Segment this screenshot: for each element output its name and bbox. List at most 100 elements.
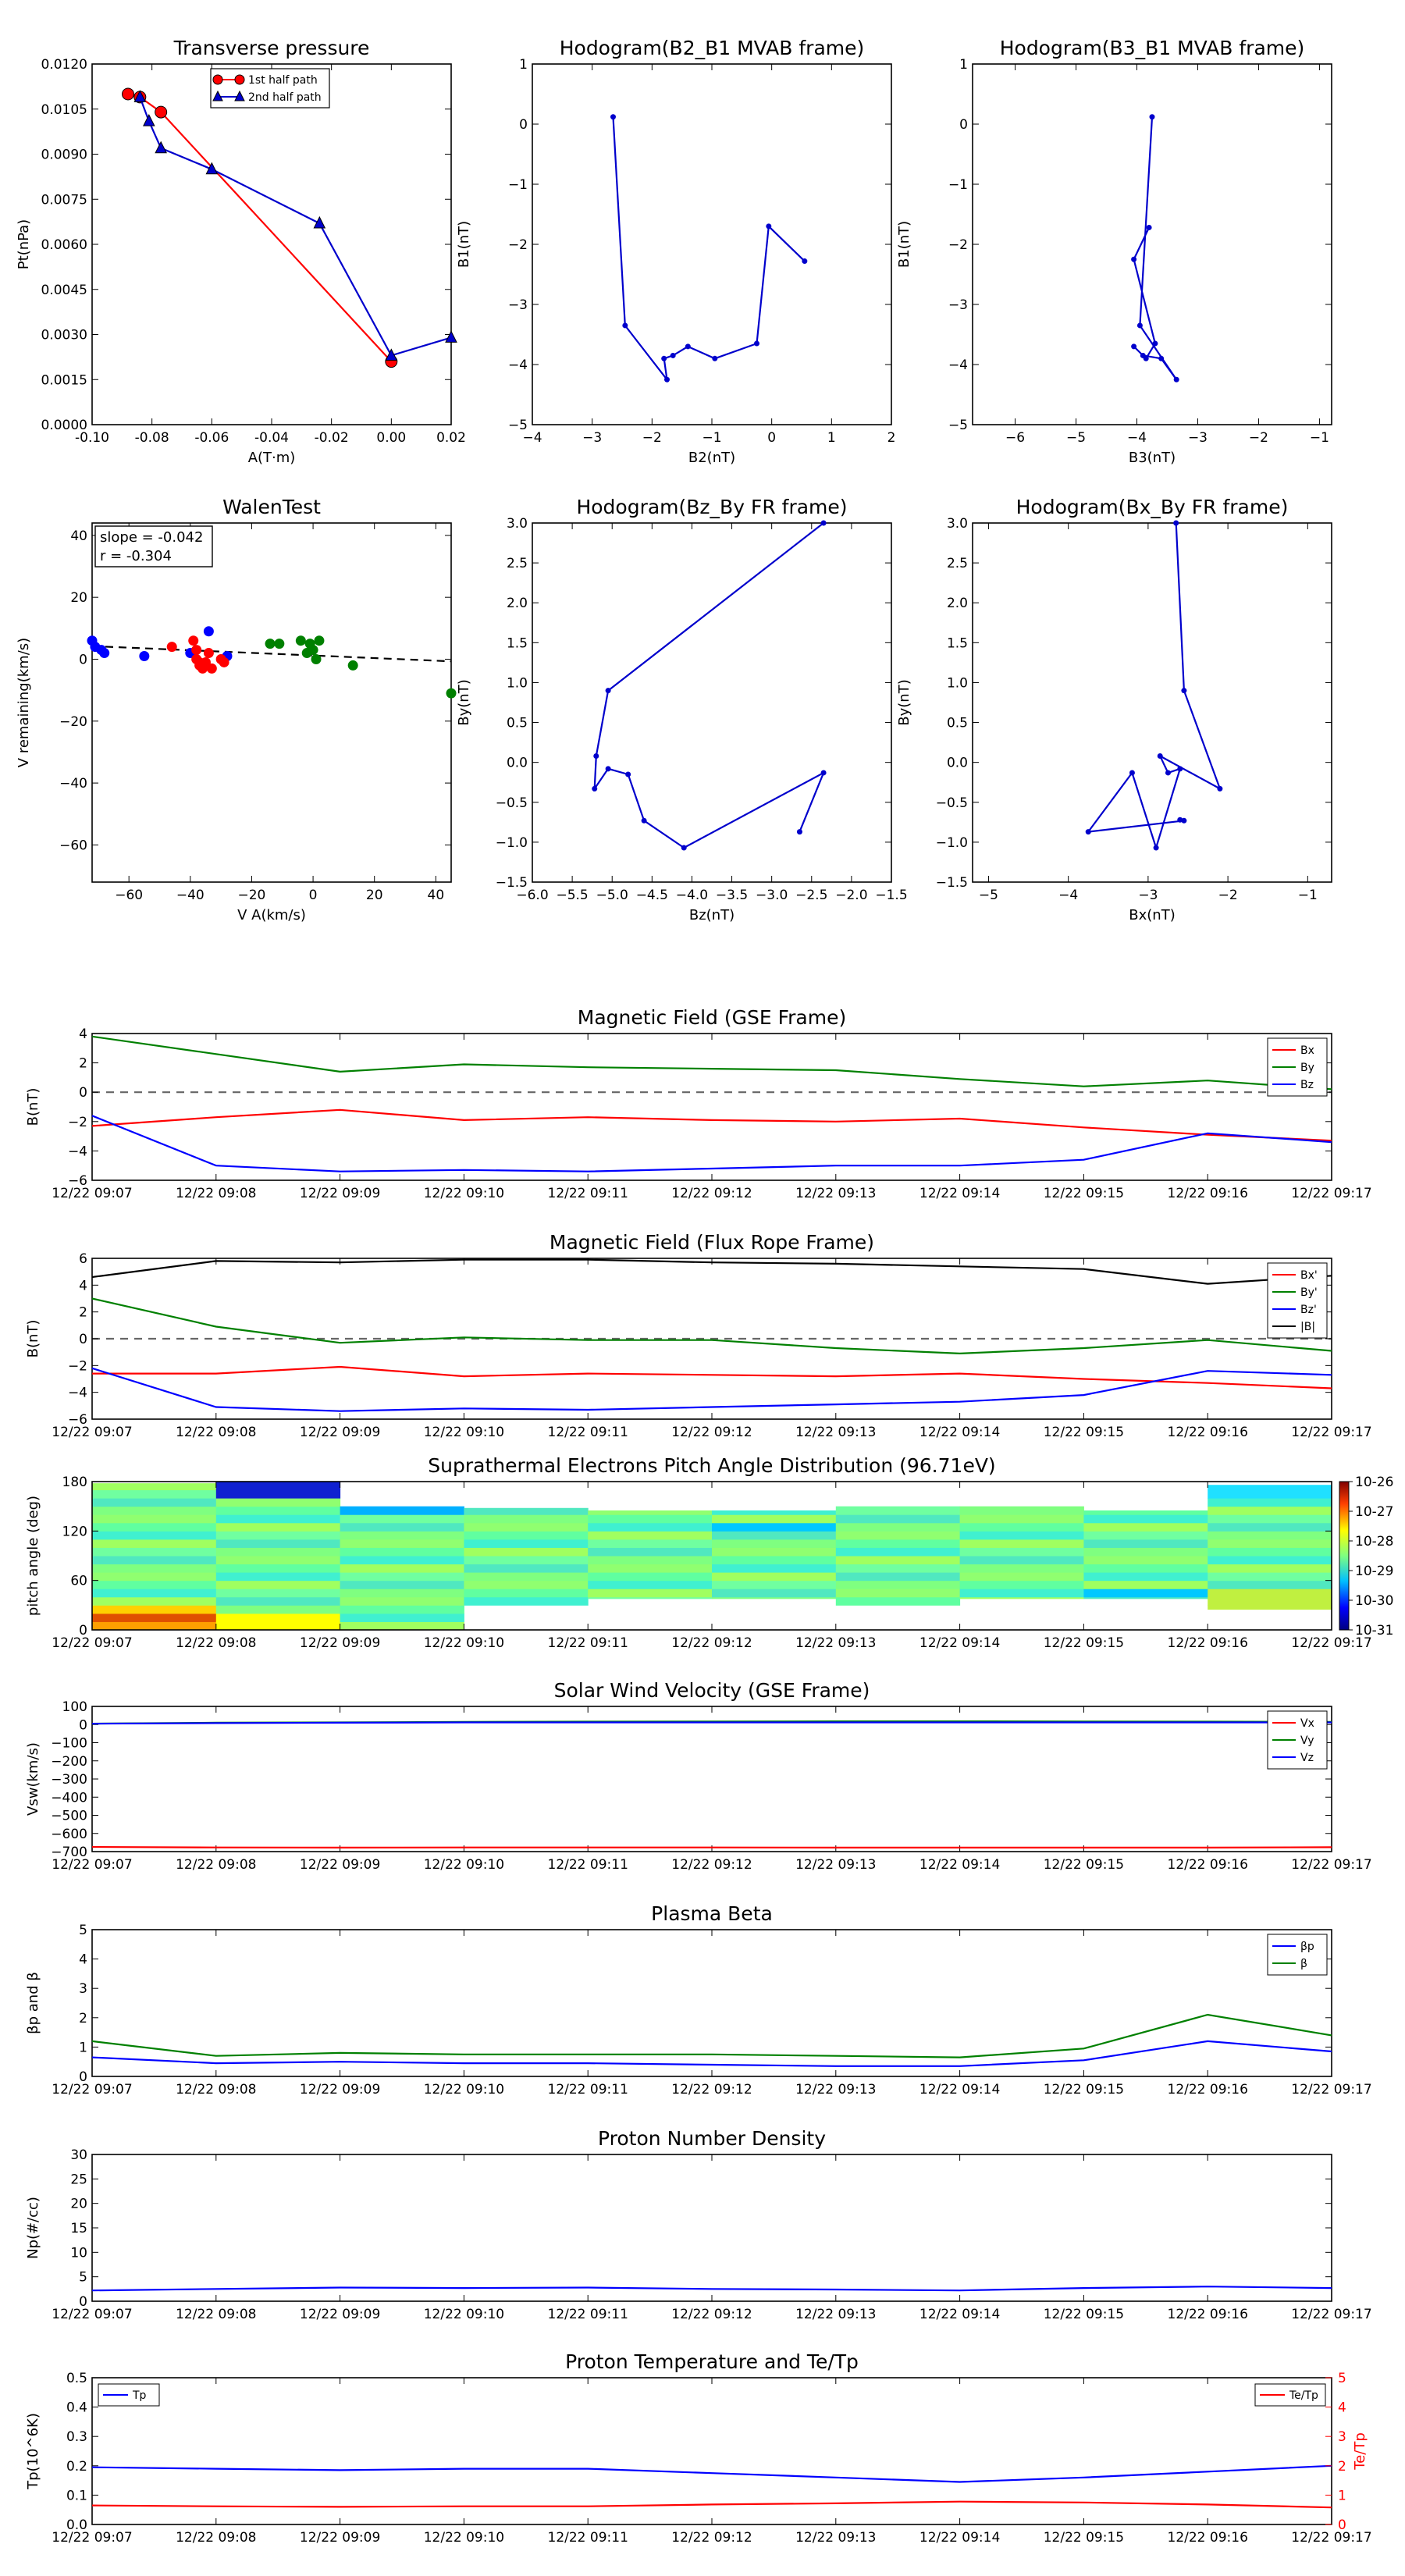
hodogram-bx-by-point: [1153, 845, 1159, 851]
transverse-pressure-point: [385, 348, 398, 361]
pitch-angle-cell: [92, 1531, 217, 1540]
pitch-angle-cell: [959, 1539, 1084, 1548]
hodogram-bz-by-xtick-label: −2.5: [795, 888, 827, 903]
mag-gse-title: Magnetic Field (GSE Frame): [578, 1006, 846, 1029]
mag-gse-legend-label: Bx: [1300, 1044, 1314, 1057]
hodogram-b2-b1-xtick-label: −1: [702, 430, 721, 446]
pitch-angle-cell: [215, 1489, 341, 1499]
transverse-pressure-point: [205, 162, 219, 175]
plasma-beta-xtick-label: 12/22 09:07: [52, 2082, 132, 2097]
pitch-angle-ytick-label: 60: [70, 1574, 87, 1589]
hodogram-bx-by-series-line: [1086, 522, 1222, 851]
pitch-angle-cell: [959, 1547, 1084, 1557]
transverse-pressure-title: Transverse pressure: [173, 37, 370, 59]
pitch-angle-cell: [959, 1522, 1084, 1532]
pitch-angle-cell: [464, 1596, 589, 1606]
proton-density-xtick-label: 12/22 09:16: [1168, 2307, 1248, 2322]
pitch-angle-cell: [712, 1522, 837, 1532]
hodogram-b2-b1-point: [661, 355, 667, 361]
pitch-angle-cell: [1208, 1531, 1332, 1540]
solar-wind-velocity-ytick-label: 0: [79, 1717, 87, 1733]
mag-fr-legend-label: By': [1300, 1286, 1318, 1299]
pitch-angle-cell: [215, 1506, 341, 1515]
walen-test-title: WalenTest: [222, 496, 321, 518]
transverse-pressure-series-line: [139, 97, 452, 357]
mag-fr-xtick-label: 12/22 09:09: [300, 1425, 380, 1440]
hodogram-bz-by-ytick-label: 1.0: [507, 675, 528, 691]
proton-temperature-xtick-label: 12/22 09:10: [424, 2530, 504, 2546]
solar-wind-velocity-frame: [91, 1706, 1332, 1852]
mag-fr-xtick-label: 12/22 09:08: [176, 1425, 256, 1440]
pitch-angle-cell: [340, 1589, 464, 1598]
proton-density-ytick-label: 10: [70, 2245, 87, 2261]
pitch-angle-xtick-label: 12/22 09:12: [671, 1635, 752, 1651]
hodogram-bz-by-ytick-label: −0.5: [496, 795, 528, 811]
pitch-angle-cell: [1208, 1605, 1332, 1610]
pitch-angle-xtick-label: 12/22 09:16: [1168, 1635, 1248, 1651]
pitch-angle-cell: [340, 1613, 464, 1622]
mag-gse-legend-label: By: [1300, 1062, 1314, 1074]
plasma-beta-ytick-label: 1: [79, 2040, 87, 2055]
mag-gse-ytick-label: −4: [68, 1144, 87, 1159]
solar-wind-velocity-ytick-label: 100: [62, 1699, 87, 1715]
pitch-angle-cell: [712, 1596, 837, 1599]
hodogram-bz-by-xtick-label: −5.5: [556, 888, 588, 903]
mag-fr-ytick-label: 4: [79, 1278, 87, 1293]
pitch-angle-cell: [464, 1507, 589, 1515]
hodogram-bz-by-ytick-label: 0.0: [507, 756, 528, 771]
walen-point: [301, 648, 312, 659]
pitch-angle-cell: [340, 1572, 464, 1582]
pitch-angle-cell: [835, 1580, 961, 1589]
pitch-angle-cell: [215, 1522, 341, 1532]
mag-gse-xtick-label: 12/22 09:07: [52, 1186, 132, 1201]
hodogram-b3-b1-point: [1173, 376, 1179, 382]
plasma-beta-xtick-label: 12/22 09:13: [795, 2082, 876, 2097]
pitch-angle-cell: [464, 1580, 589, 1589]
hodogram-b2-b1-ytick-label: 0: [519, 117, 528, 133]
hodogram-b2-b1-xtick-label: 0: [767, 430, 776, 446]
pitch-angle-cell: [1083, 1539, 1208, 1548]
pitch-angle-cell: [712, 1564, 837, 1573]
pitch-angle-cell: [464, 1539, 589, 1548]
pitch-angle-cell: [215, 1621, 341, 1631]
solar-wind-velocity-xtick-label: 12/22 09:11: [548, 1857, 628, 1873]
hodogram-b2-b1-xtick-label: −4: [522, 430, 542, 446]
mag-gse-series-line: [91, 1108, 1332, 1142]
tp-legend-marker: [234, 90, 245, 101]
pitch-angle-cell: [1208, 1514, 1332, 1524]
mag-fr-xtick-label: 12/22 09:16: [1168, 1425, 1248, 1440]
plasma-beta-legend-label: βp: [1300, 1941, 1314, 1953]
proton-temperature-xtick-label: 12/22 09:13: [795, 2530, 876, 2546]
mag-fr-series-line: [92, 1365, 1332, 1389]
hodogram-bx-by-point: [1165, 770, 1171, 776]
pitch-angle-cell: [340, 1596, 464, 1606]
transverse-pressure-point: [155, 105, 168, 119]
hodogram-bx-by-ytick-label: −0.5: [936, 795, 968, 811]
pitch-angle-cell: [712, 1514, 837, 1524]
hodogram-bx-by-ytick-label: 0.5: [947, 716, 968, 731]
mag-fr-ytick-label: −4: [68, 1386, 87, 1401]
mag-fr-ytick-label: −2: [68, 1358, 87, 1374]
walen-point: [188, 635, 199, 646]
pitch-angle-ytick-label: 0: [79, 1623, 87, 1638]
pitch-angle-cell: [464, 1556, 589, 1565]
mag-gse-xtick-label: 12/22 09:12: [671, 1186, 752, 1201]
plasma-beta-xtick-label: 12/22 09:17: [1291, 2082, 1371, 2097]
tp-legend-marker: [212, 74, 223, 85]
pitch-angle-cell: [959, 1596, 1084, 1599]
proton-density-panel: Proton Number Density 12/22 09:07 12/22 09…: [25, 2127, 1372, 2322]
pitch-angle-cell: [92, 1506, 217, 1515]
hodogram-bx-by-ytick-label: 2.5: [947, 556, 968, 571]
proton-density-series-line: [91, 2286, 1332, 2292]
proton-density-xtick-label: 12/22 09:15: [1044, 2307, 1124, 2322]
walen-slope-text: slope = -0.042: [100, 529, 203, 546]
hodogram-bz-by-point: [592, 785, 598, 792]
hodogram-b3-b1-point: [1136, 322, 1143, 329]
pitch-angle-ytick-label: 180: [62, 1475, 87, 1490]
pitch-angle-cell: [340, 1539, 464, 1548]
hodogram-b3-b1-point: [1149, 114, 1155, 120]
hodogram-b2-b1-xtick-label: −2: [642, 430, 662, 446]
pitch-angle-xtick-label: 12/22 09:15: [1044, 1635, 1124, 1651]
pitch-angle-cell: [959, 1514, 1084, 1524]
transverse-pressure-point: [445, 330, 457, 343]
